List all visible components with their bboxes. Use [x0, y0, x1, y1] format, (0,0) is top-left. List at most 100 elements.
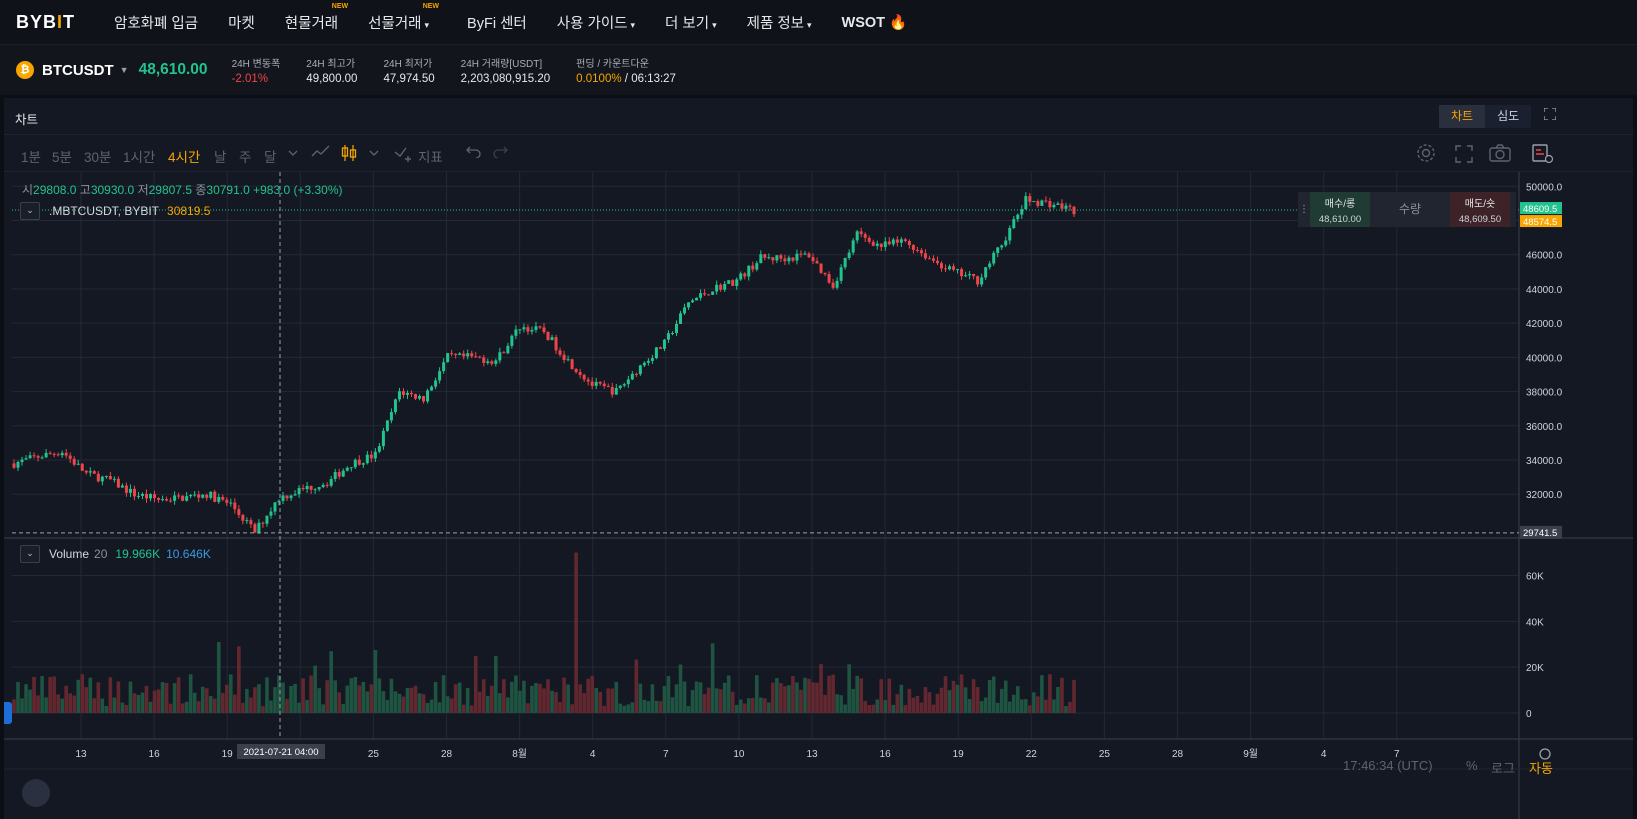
volume-bar — [1048, 674, 1052, 713]
volume-bar — [76, 679, 81, 713]
interval-4h[interactable]: 4시간 — [168, 150, 201, 165]
sell-short-button[interactable]: 매도/숏 48,609.50 — [1450, 192, 1510, 227]
auto-toggle[interactable]: 자동 — [1529, 761, 1553, 776]
candle-body — [923, 253, 927, 259]
candle-body — [257, 522, 261, 533]
candle-body — [181, 495, 185, 501]
volume-bar — [168, 703, 173, 713]
nav-market[interactable]: 마켓 — [228, 15, 255, 32]
symbol-selector[interactable]: BTCUSDT — [42, 61, 114, 79]
volume-bar — [819, 664, 823, 713]
x-tick-label: 22 — [1026, 749, 1038, 760]
volume-bar — [915, 695, 920, 713]
candlestick-icon[interactable] — [341, 144, 357, 162]
volume-bar — [20, 698, 24, 713]
interval-month[interactable]: 달 — [264, 150, 277, 165]
interval-1m[interactable]: 1분 — [21, 150, 41, 165]
volume-bar — [104, 706, 109, 713]
candle-body — [498, 352, 502, 361]
collapse-volume-button[interactable]: ⌄ — [20, 545, 40, 563]
drag-handle-icon[interactable]: ⋮ — [1299, 204, 1309, 215]
new-badge: NEW — [422, 2, 440, 10]
interval-5m[interactable]: 5분 — [52, 150, 72, 165]
mark-price-label: 48574.5 — [1523, 217, 1557, 228]
bybit-logo[interactable]: BYBIT — [16, 11, 76, 32]
volume-bar — [987, 680, 992, 713]
volume-bar — [92, 698, 97, 713]
undo-icon[interactable] — [466, 144, 482, 158]
volume-bar — [60, 698, 64, 713]
candle-body — [1016, 214, 1020, 220]
volume-bar — [337, 692, 342, 713]
interval-week[interactable]: 주 — [239, 150, 252, 165]
expand-icon[interactable] — [1455, 145, 1473, 163]
candle-body — [333, 472, 337, 480]
volume-bar — [389, 678, 394, 713]
volume-bar — [1044, 699, 1048, 713]
settings-gear-icon[interactable] — [1416, 143, 1436, 163]
nav-wsot[interactable]: WSOT 🔥 — [841, 14, 908, 31]
chevron-down-icon[interactable] — [369, 149, 379, 157]
volume-bar — [405, 687, 410, 713]
nav-futures[interactable]: 선물거래 ▾ NEW — [368, 2, 440, 32]
chevron-down-icon[interactable]: ▼ — [119, 65, 129, 75]
indicator-icon[interactable] — [394, 144, 414, 162]
volume-bar — [128, 681, 133, 713]
chart-settings-icon[interactable] — [1532, 144, 1554, 164]
buy-long-button[interactable]: 매수/롱 48,610.00 — [1310, 192, 1370, 227]
fullscreen-icon[interactable] — [1544, 108, 1556, 120]
volume-bar — [975, 687, 980, 713]
candle-body — [426, 390, 430, 402]
redo-icon[interactable] — [492, 144, 508, 158]
candle-body — [787, 257, 791, 262]
side-panel-toggle[interactable] — [4, 702, 12, 724]
candle-body — [1032, 201, 1036, 203]
nav-spot[interactable]: 현물거래 NEW — [284, 2, 349, 32]
volume-bar — [1052, 699, 1056, 713]
line-chart-icon[interactable] — [311, 144, 331, 160]
volume-bar — [465, 687, 470, 713]
candle-body — [16, 462, 20, 468]
interval-1h[interactable]: 1시간 — [123, 150, 156, 165]
volume-bar — [285, 698, 289, 713]
interval-30m[interactable]: 30분 — [84, 150, 112, 165]
volume-bar — [216, 641, 221, 713]
tab-chart[interactable]: 차트 — [1439, 105, 1486, 128]
volume-bar — [606, 688, 611, 713]
interval-day[interactable]: 날 — [214, 150, 227, 165]
candle-body — [140, 493, 144, 496]
x-tick-label: 4 — [1321, 749, 1327, 760]
nav-more[interactable]: 더 보기 ▾ — [665, 15, 717, 32]
candle-body — [169, 500, 173, 502]
nav-products[interactable]: 제품 정보 ▾ — [746, 15, 812, 32]
price-chart[interactable]: 32000.0 34000.0 36000.0 38000.0 40000.0 42000… — [4, 172, 1633, 819]
x-tick-label: 19 — [222, 749, 234, 760]
tab-depth[interactable]: 심도 — [1497, 109, 1520, 123]
volume-bar — [457, 682, 462, 713]
indicators-button[interactable]: 지표 — [418, 150, 443, 165]
volume-bar — [775, 678, 779, 713]
candle-body — [116, 478, 120, 488]
series-value: 30819.5 — [167, 204, 211, 218]
nav-guide[interactable]: 사용 가이드 ▾ — [556, 15, 636, 32]
camera-icon[interactable] — [1489, 144, 1511, 162]
volume-bar — [750, 697, 755, 713]
log-toggle[interactable]: 로그 — [1491, 761, 1515, 776]
candle-body — [867, 237, 871, 242]
volume-bar — [237, 646, 241, 713]
nav-deposit[interactable]: 암호화폐 입금 — [114, 15, 199, 32]
tradingview-logo[interactable] — [22, 779, 50, 807]
candle-body — [494, 360, 498, 364]
volume-value-2: 10.646K — [166, 547, 211, 561]
chevron-down-icon[interactable] — [288, 149, 298, 157]
percent-toggle[interactable]: % — [1466, 758, 1478, 773]
volume-bar — [1056, 686, 1060, 713]
collapse-legend-button[interactable]: ⌄ — [20, 202, 40, 220]
volume-bar — [602, 705, 607, 713]
volume-bar — [618, 703, 623, 713]
quantity-input[interactable]: 수량 — [1398, 202, 1422, 216]
candle-body — [1000, 245, 1004, 248]
candle-body — [209, 491, 213, 498]
volume-bar — [931, 704, 936, 713]
nav-byfi[interactable]: ByFi 센터 — [467, 15, 527, 32]
